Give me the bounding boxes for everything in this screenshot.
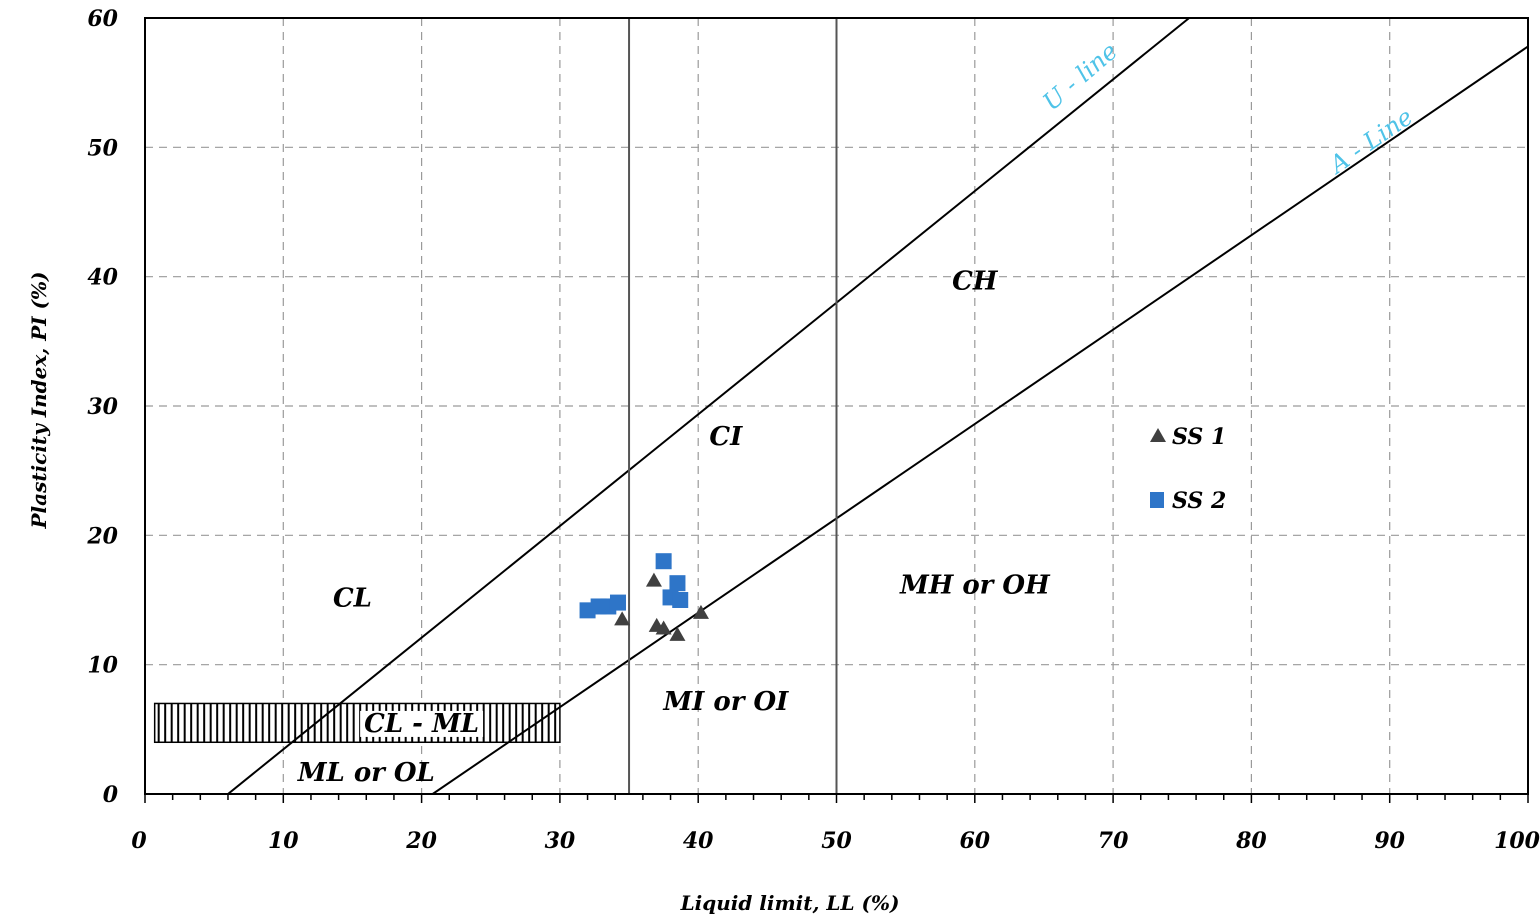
x-tick-label-40: 40: [683, 828, 714, 854]
region-label-mh-or-oh: MH or OH: [899, 571, 1051, 601]
point-ss2: [655, 553, 672, 570]
x-tick-label-0: 0: [131, 828, 147, 854]
x-tick-label-90: 90: [1374, 828, 1405, 854]
x-minor-ticks: [144, 794, 1529, 803]
x-tick-label-80: 80: [1235, 828, 1267, 854]
region-label-ci: CI: [709, 422, 743, 452]
x-tick-labels: 0 10 20 30 40 50 60 70 80 90 100: [131, 828, 1540, 854]
x-tick-label-100: 100: [1494, 828, 1540, 854]
x-axis-title: Liquid limit, LL (%): [680, 891, 900, 914]
point-ss1: [692, 604, 709, 619]
region-label-ch: CH: [952, 267, 999, 297]
point-ss1: [655, 620, 672, 635]
legend-marker-square: [1150, 492, 1164, 508]
point-ss1: [669, 626, 686, 641]
y-tick-label-40: 40: [87, 265, 118, 291]
y-tick-label-30: 30: [87, 394, 118, 420]
legend-label-ss2: SS 2: [1172, 488, 1226, 514]
x-tick-label-70: 70: [1098, 828, 1129, 854]
legend-marker-triangle: [1150, 428, 1166, 442]
point-ss1: [614, 611, 631, 626]
y-tick-label-0: 0: [103, 782, 119, 808]
x-tick-label-30: 30: [545, 828, 576, 854]
x-tick-label-60: 60: [959, 828, 990, 854]
legend-label-ss1: SS 1: [1172, 424, 1226, 450]
region-labels: CH CI CL MH or OH MI or OI CL - ML ML or OL: [297, 267, 1051, 788]
x-tick-label-10: 10: [268, 828, 299, 854]
point-ss1: [645, 572, 662, 587]
region-label-mi-or-oi: MI or OI: [662, 687, 789, 717]
vertical-boundary-lines: [628, 18, 838, 794]
point-ss2: [609, 594, 626, 611]
u-line-reference-line: [227, 18, 1190, 794]
a-line-reference-line: [432, 45, 1528, 794]
y-tick-label-60: 60: [87, 6, 118, 32]
region-label-bg: [360, 710, 484, 737]
hatched-band-cl-ml: [153, 702, 561, 744]
hatched-band-outline: [153, 702, 561, 744]
point-ss2: [669, 575, 686, 592]
point-ss2: [672, 592, 689, 608]
y-tick-labels: 0 10 20 30 40 50 60: [86, 6, 118, 808]
region-label-cl-ml: CL - ML: [364, 709, 479, 739]
reference-lines: [227, 18, 1528, 794]
x-tick-label-20: 20: [405, 828, 437, 854]
y-tick-label-10: 10: [87, 653, 118, 679]
region-label-ml-or-ol: ML or OL: [297, 758, 435, 788]
data-points: [579, 553, 709, 641]
y-axis-title: Plasticity Index, PI (%): [27, 271, 51, 529]
x-tick-label-50: 50: [821, 828, 852, 854]
y-tick-label-50: 50: [87, 135, 118, 161]
y-tick-label-20: 20: [86, 523, 118, 549]
legend: SS 1 SS 2: [1150, 424, 1226, 514]
region-label-cl: CL: [333, 583, 372, 613]
